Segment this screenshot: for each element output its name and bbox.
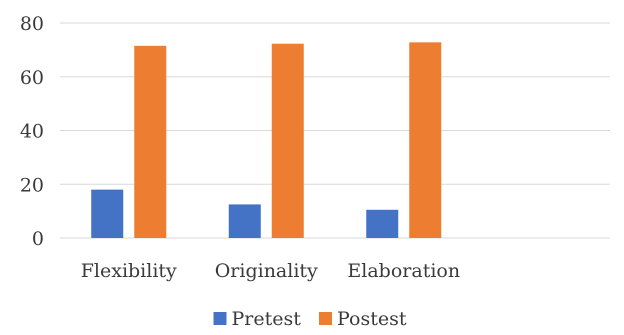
bars [91, 42, 442, 238]
bar-postest-flexibility [134, 45, 167, 238]
x-category-label-elaboration: Elaboration [347, 260, 460, 282]
y-tick-label-40: 40 [20, 121, 44, 143]
legend-label-pretest: Pretest [232, 308, 302, 330]
legend-label-postest: Postest [337, 308, 407, 330]
bar-postest-originality [271, 43, 304, 238]
legend: Pretest Postest [213, 308, 407, 330]
bar-postest-elaboration [409, 42, 442, 238]
bar-pretest-flexibility [91, 189, 124, 238]
y-tick-label-20: 20 [20, 174, 44, 196]
legend-swatch-pretest [213, 312, 227, 325]
x-category-label-flexibility: Flexibility [81, 260, 177, 282]
x-category-label-originality: Originality [215, 260, 318, 282]
y-tick-label-60: 60 [20, 67, 44, 89]
x-axis-categories: Flexibility Originality Elaboration [81, 260, 460, 282]
y-axis-ticks: 0 20 40 60 80 [20, 13, 44, 250]
y-tick-label-0: 0 [32, 228, 44, 250]
legend-swatch-postest [319, 312, 332, 325]
bar-pretest-originality [228, 204, 261, 238]
y-tick-label-80: 80 [20, 13, 44, 35]
bar-pretest-elaboration [366, 209, 399, 238]
